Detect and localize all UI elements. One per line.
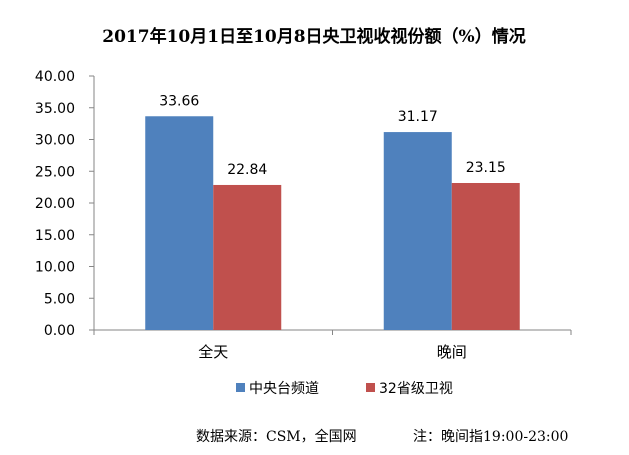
data-label: 33.66 <box>159 93 199 109</box>
bar-1-2 <box>383 132 452 330</box>
legend-swatch-series-2 <box>366 383 375 392</box>
category-label: 全天 <box>198 343 228 361</box>
chart-title: 2017年10月1日至10月8日央卫视收视份额（%）情况 <box>102 26 525 47</box>
y-axis-ticks: 0.00 5.00 10.00 15.00 20.00 25.00 30.00 35.00 40… <box>35 69 94 339</box>
y-tick-label: 5.00 <box>44 291 75 307</box>
category-label: 晚间 <box>437 343 467 361</box>
data-label: 22.84 <box>227 162 267 178</box>
data-label: 31.17 <box>398 109 438 125</box>
y-tick-label: 30.00 <box>35 133 75 149</box>
y-tick-label: 20.00 <box>35 196 75 212</box>
legend-swatch-series-1 <box>236 383 245 392</box>
y-tick-label: 35.00 <box>35 101 75 117</box>
data-label: 23.15 <box>466 160 506 176</box>
y-tick-label: 15.00 <box>35 228 75 244</box>
bar-1-1 <box>145 116 214 330</box>
bar-2-1 <box>213 184 282 330</box>
data-labels: 33.66 22.84 31.17 23.15 <box>159 93 506 178</box>
legend-label-series-1: 中央台频道 <box>249 381 319 397</box>
y-tick-label: 0.00 <box>44 323 75 339</box>
note-text: 注：晚间指19:00-23:00 <box>413 429 568 445</box>
bar-2-2 <box>451 182 520 330</box>
legend-label-series-2: 32省级卫视 <box>379 381 453 397</box>
legend: 中央台频道 32省级卫视 <box>236 381 453 397</box>
source-text: 数据来源：CSM，全国网 <box>196 428 357 445</box>
bars <box>145 116 520 330</box>
category-labels: 全天 晚间 <box>198 343 467 361</box>
x-axis-ticks <box>93 330 572 335</box>
y-tick-label: 10.00 <box>35 260 75 276</box>
y-tick-label: 40.00 <box>35 69 75 85</box>
y-tick-label: 25.00 <box>35 164 75 180</box>
